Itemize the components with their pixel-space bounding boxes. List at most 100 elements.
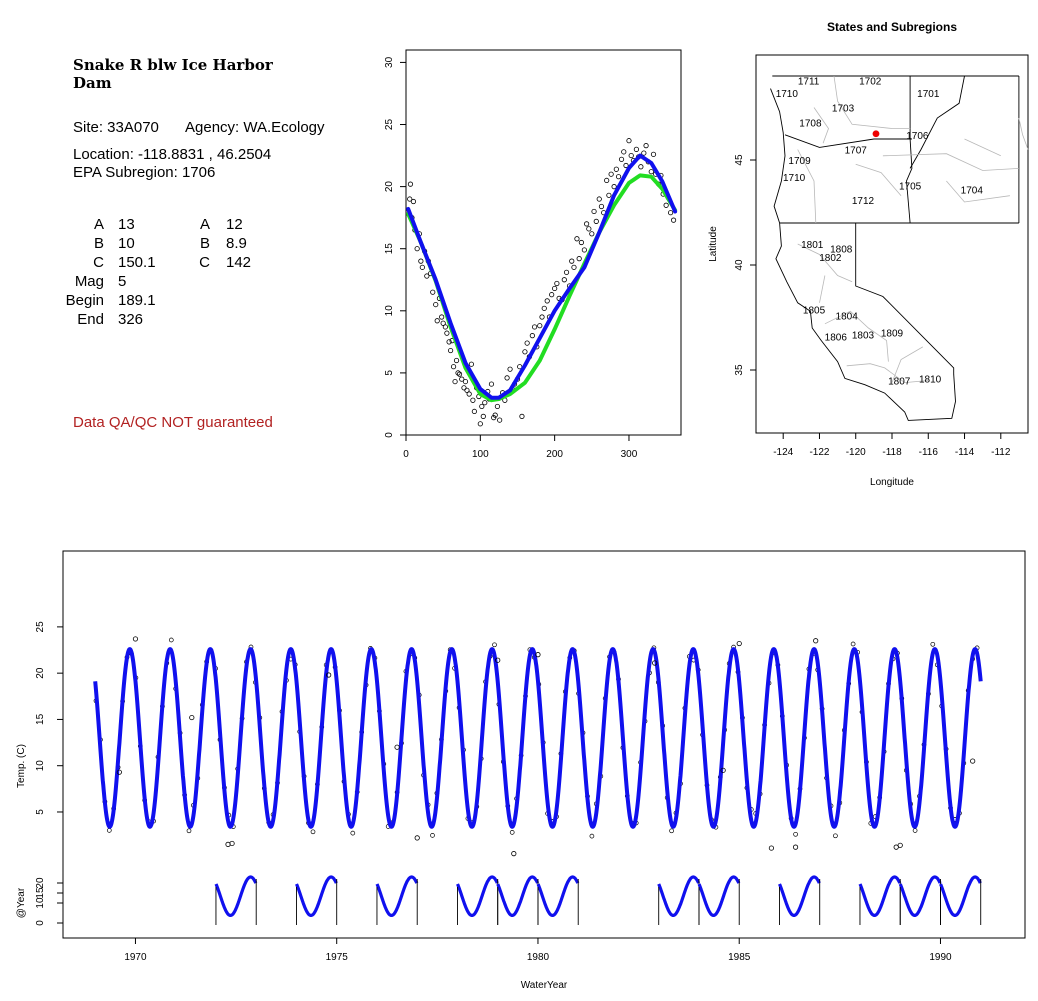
- state-boundary: [784, 134, 912, 148]
- param-value-2: 12: [226, 216, 243, 233]
- data-point: [519, 413, 525, 419]
- y-tick-label: 10: [35, 760, 46, 772]
- param-value-2: 142: [226, 254, 252, 271]
- data-point: [544, 298, 550, 304]
- subregion-map: States and Subregions 1702 1701 1711 1710 170…: [708, 20, 1029, 488]
- data-point: [578, 239, 585, 246]
- region-label: 1711: [798, 76, 820, 87]
- y-tick-label: 45: [734, 154, 745, 166]
- data-point: [468, 361, 475, 367]
- plot-frame: [62, 550, 1026, 939]
- x-tick-label: -124: [773, 447, 793, 458]
- param-label-2: C: [199, 254, 210, 271]
- outlier-point: [652, 660, 658, 666]
- region-label: 1703: [832, 104, 855, 115]
- data-point: [571, 264, 577, 270]
- data-point: [482, 400, 488, 406]
- data-point: [561, 277, 567, 283]
- x-axis-label: WaterYear: [521, 980, 568, 991]
- data-point: [589, 231, 595, 237]
- data-point: [430, 833, 435, 838]
- outlier-point: [970, 758, 976, 764]
- data-point: [584, 221, 590, 227]
- outlier-point: [394, 744, 400, 750]
- y-axis-label: Temp. (C): [16, 744, 27, 788]
- x-tick-label: -116: [919, 447, 939, 458]
- data-point: [456, 371, 463, 377]
- region-label: 1809: [881, 328, 904, 339]
- subregion-boundary: [819, 275, 826, 303]
- x-tick-label: 1980: [527, 952, 550, 963]
- param-label-2: A: [199, 216, 210, 233]
- data-point: [667, 210, 674, 216]
- data-point: [497, 417, 503, 423]
- y-tick-label: 20: [35, 667, 46, 679]
- outlier-point: [229, 840, 235, 847]
- x-tick-label: 1985: [728, 952, 751, 963]
- x-tick-label: -120: [846, 447, 866, 458]
- x-tick-label: 100: [472, 449, 489, 460]
- param-label: Begin: [65, 292, 104, 309]
- outlier-point: [116, 769, 122, 775]
- param-value: 10: [118, 235, 135, 252]
- state-outline: [770, 88, 956, 421]
- data-point: [576, 256, 582, 262]
- subregion-boundary: [855, 163, 902, 196]
- region-label: 1709: [788, 156, 811, 167]
- data-point: [492, 412, 498, 418]
- data-point: [586, 226, 592, 232]
- blue-fit-curve: [406, 153, 678, 400]
- data-point: [477, 421, 483, 427]
- data-point: [430, 289, 436, 295]
- x-tick-label: 1990: [929, 952, 952, 963]
- site-label: Site: 33A070: [73, 119, 159, 136]
- region-label: 1705: [899, 181, 922, 192]
- region-label: 1712: [852, 196, 875, 207]
- data-point: [569, 258, 575, 264]
- y2-tick-label: 0: [35, 920, 46, 926]
- data-point: [554, 280, 560, 287]
- region-label: 1807: [888, 377, 911, 388]
- region-label: 1802: [819, 253, 842, 264]
- data-point: [464, 387, 470, 393]
- y-tick-label: 10: [384, 305, 395, 317]
- qa-disclaimer: Data QA/QC NOT guaranteed: [73, 414, 273, 431]
- outlier-point: [736, 640, 742, 647]
- yearly-curve: [858, 875, 902, 917]
- data-point: [434, 318, 440, 324]
- data-point: [615, 174, 622, 180]
- yearly-curve: [778, 875, 821, 917]
- location-label: Location: -118.8831 , 46.2504: [73, 146, 272, 163]
- data-point: [581, 247, 587, 253]
- data-point: [504, 375, 510, 381]
- param-label: B: [93, 235, 104, 252]
- subregion-boundary: [813, 107, 829, 144]
- param-row: C 150.1 C 142: [36, 254, 276, 273]
- subregion-boundary: [797, 243, 853, 283]
- subregion-boundary: [964, 138, 1001, 157]
- data-point: [621, 149, 627, 155]
- x-tick-label: -118: [882, 447, 902, 458]
- data-point: [433, 301, 439, 308]
- data-point: [418, 258, 424, 264]
- data-point: [522, 349, 528, 355]
- y-tick-label: 20: [384, 181, 395, 193]
- data-point: [598, 203, 605, 210]
- param-value: 150.1: [118, 254, 156, 271]
- subregion-boundary: [891, 346, 924, 383]
- data-point: [410, 198, 417, 205]
- data-point: [444, 330, 450, 336]
- outlier-point: [495, 657, 501, 663]
- data-point: [461, 385, 467, 391]
- param-row: Mag 5: [36, 273, 276, 292]
- data-point: [663, 202, 669, 208]
- y-tick-label: 35: [734, 364, 745, 376]
- subregion-boundary: [946, 180, 1010, 203]
- region-label: 1810: [919, 375, 942, 386]
- x-tick-label: 200: [546, 449, 563, 460]
- data-point: [541, 305, 547, 311]
- data-point: [633, 146, 640, 152]
- yearly-curve: [375, 875, 419, 917]
- data-point: [611, 184, 617, 190]
- x-tick-label: -112: [991, 447, 1011, 458]
